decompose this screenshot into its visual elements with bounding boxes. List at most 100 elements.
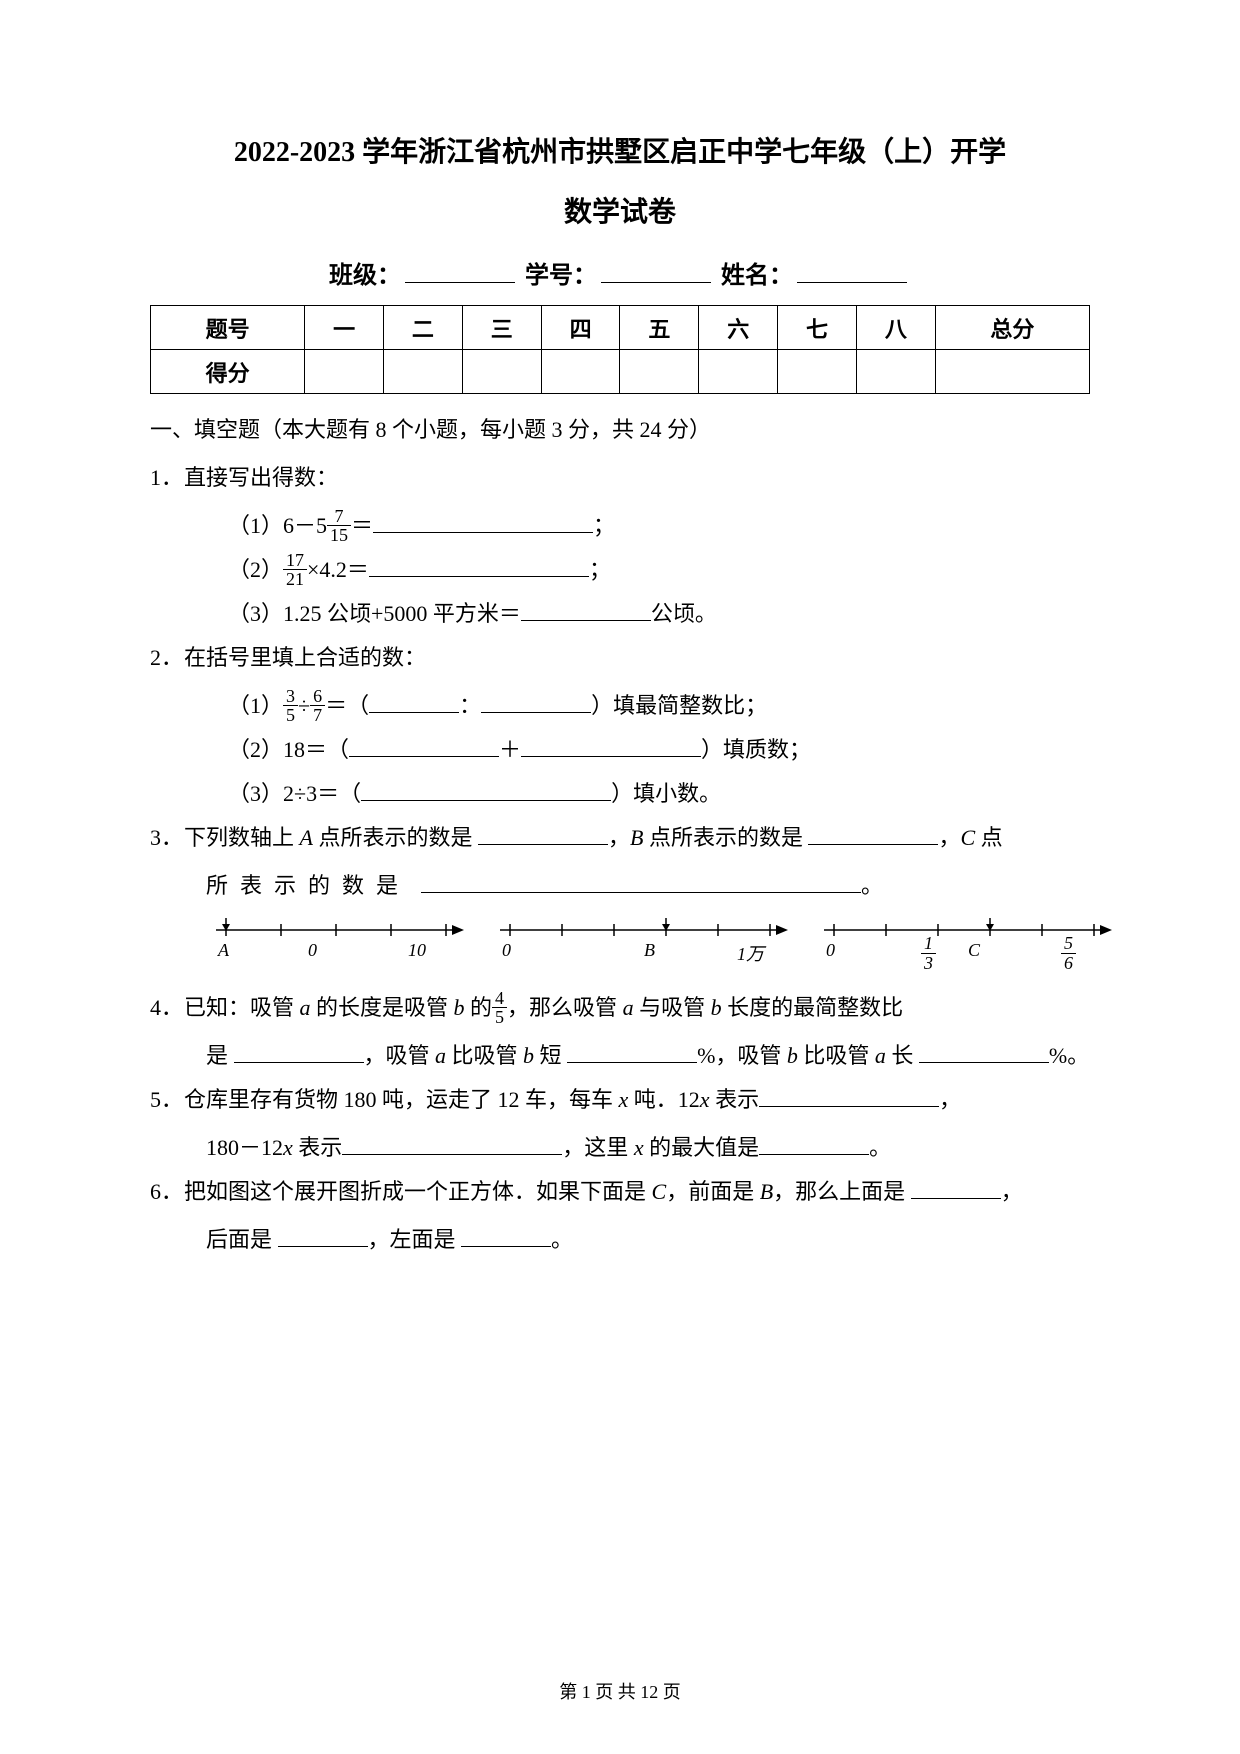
q6-l2a: 后面是 <box>206 1227 278 1252</box>
q2-1-div: ÷ <box>298 693 310 718</box>
q1-3-pre: （3）1.25 公顷+5000 平方米＝ <box>228 601 521 626</box>
q4-m3: ，那么吸管 <box>507 995 623 1020</box>
q5-x1: x <box>619 1087 629 1112</box>
q4-m2: 的 <box>465 995 493 1020</box>
student-info-row: 班级： 学号： 姓名： <box>150 255 1090 290</box>
q4-b3: b <box>523 1043 534 1068</box>
score-header-row: 题号 一 二 三 四 五 六 七 八 总分 <box>151 306 1090 350</box>
q5-x3: x <box>283 1135 293 1160</box>
q3-B: B <box>630 825 643 850</box>
q2-1-pre: （1） <box>228 693 283 718</box>
col-6: 六 <box>699 306 778 350</box>
q4-l2f: 比吸管 <box>798 1043 875 1068</box>
frac-6-7: 67 <box>310 687 325 726</box>
cell <box>384 350 463 394</box>
q4-l2e: %，吸管 <box>697 1043 787 1068</box>
id-label: 学号： <box>525 263 597 289</box>
q3-A: A <box>300 825 313 850</box>
q1: 1．直接写出得数： <box>150 456 1090 500</box>
q5-l2d: 的最大值是 <box>644 1135 760 1160</box>
frac-3-5: 35 <box>283 687 298 726</box>
cell <box>778 350 857 394</box>
q4-a4: a <box>875 1043 886 1068</box>
q3-m1: 点所表示的数是 <box>313 825 478 850</box>
cell <box>699 350 778 394</box>
col-2: 二 <box>384 306 463 350</box>
row2-label: 得分 <box>151 350 305 394</box>
q4-b2: b <box>711 995 722 1020</box>
blank <box>421 871 861 893</box>
q1-1-tail: ； <box>593 513 615 538</box>
blank <box>481 691 591 713</box>
q6-pre: 把如图这个展开图折成一个正方体．如果下面是 <box>184 1179 652 1204</box>
q6: 6．把如图这个展开图折成一个正方体．如果下面是 C，前面是 B，那么上面是 ， <box>150 1170 1090 1214</box>
blank <box>278 1225 368 1247</box>
blank <box>373 511 593 533</box>
blank <box>759 1133 869 1155</box>
q5-m2: 表示 <box>710 1087 760 1112</box>
q2-stem: 在括号里填上合适的数： <box>184 645 426 670</box>
q2-2-pre: （2）18＝（ <box>228 737 349 762</box>
class-blank <box>405 259 515 283</box>
footer-page: 1 <box>582 1682 591 1702</box>
blank <box>521 599 651 621</box>
blank <box>521 735 701 757</box>
q5: 5．仓库里存有货物 180 吨，运走了 12 车，每车 x 吨．12x 表示， <box>150 1078 1090 1122</box>
name-label: 姓名： <box>721 263 793 289</box>
col-label: 题号 <box>151 306 305 350</box>
q2-2: （2）18＝（＋）填质数； <box>150 728 1090 772</box>
q2-1-colon: ： <box>459 693 481 718</box>
class-label: 班级： <box>329 263 401 289</box>
id-blank <box>601 259 711 283</box>
q2-1-open: ＝（ <box>325 693 369 718</box>
q5-x2: x <box>700 1087 710 1112</box>
blank <box>461 1225 551 1247</box>
q4-b: b <box>454 995 465 1020</box>
q2-1-tail: ）填最简整数比； <box>591 693 767 718</box>
q4-a3: a <box>435 1043 446 1068</box>
q5-pre: 仓库里存有货物 180 吨，运走了 12 车，每车 <box>184 1087 619 1112</box>
q3-m2: ， <box>608 825 630 850</box>
frac-4-5: 45 <box>492 989 507 1028</box>
q4-a: a <box>300 995 311 1020</box>
q3-m4: ， <box>938 825 960 850</box>
q1-3-tail: 公顷。 <box>651 601 717 626</box>
q2-1: （1）35÷67＝（ ： ）填最简整数比； <box>150 684 1090 728</box>
footer-c: 页 <box>658 1682 681 1702</box>
cell <box>856 350 935 394</box>
q4-a2: a <box>623 995 634 1020</box>
blank <box>369 691 459 713</box>
q2-2-plus: ＋ <box>499 737 521 762</box>
q5-line2: 180－12x 表示，这里 x 的最大值是。 <box>150 1126 1090 1170</box>
footer-a: 第 <box>559 1682 582 1702</box>
q4-l2g: 长 <box>886 1043 919 1068</box>
q2-3-tail: ）填小数。 <box>611 781 721 806</box>
q4-line2: 是 ，吸管 a 比吸管 b 短 %，吸管 b 比吸管 a 长 %。 <box>150 1034 1090 1078</box>
q3: 3．下列数轴上 A 点所表示的数是 ，B 点所表示的数是 ，C 点 <box>150 816 1090 860</box>
q5-x4: x <box>634 1135 644 1160</box>
blank <box>369 555 589 577</box>
q5-m1: 吨．12 <box>628 1087 700 1112</box>
q6-l2c: 。 <box>551 1227 573 1252</box>
frac-17-21: 1721 <box>283 551 307 590</box>
col-3: 三 <box>462 306 541 350</box>
cell <box>620 350 699 394</box>
page-footer: 第 1 页 共 12 页 <box>0 1678 1240 1704</box>
blank <box>234 1041 364 1063</box>
q2: 2．在括号里填上合适的数： <box>150 636 1090 680</box>
col-4: 四 <box>541 306 620 350</box>
q6-line2: 后面是 ，左面是 。 <box>150 1218 1090 1262</box>
blank <box>567 1041 697 1063</box>
frac-7-15: 715 <box>327 507 351 546</box>
col-7: 七 <box>778 306 857 350</box>
exam-title-line1: 2022-2023 学年浙江省杭州市拱墅区启正中学七年级（上）开学 <box>150 130 1090 170</box>
q1-2-tail: ； <box>589 557 611 582</box>
q4-l2b: ，吸管 <box>364 1043 436 1068</box>
footer-total: 12 <box>640 1682 658 1702</box>
blank <box>911 1177 1001 1199</box>
q6-l2b: ，左面是 <box>368 1227 462 1252</box>
q6-B: B <box>760 1179 773 1204</box>
q2-3: （3）2÷3＝（）填小数。 <box>150 772 1090 816</box>
numberline-B: 0B1万 <box>490 916 790 972</box>
q3-l2-tail: 。 <box>861 873 883 898</box>
